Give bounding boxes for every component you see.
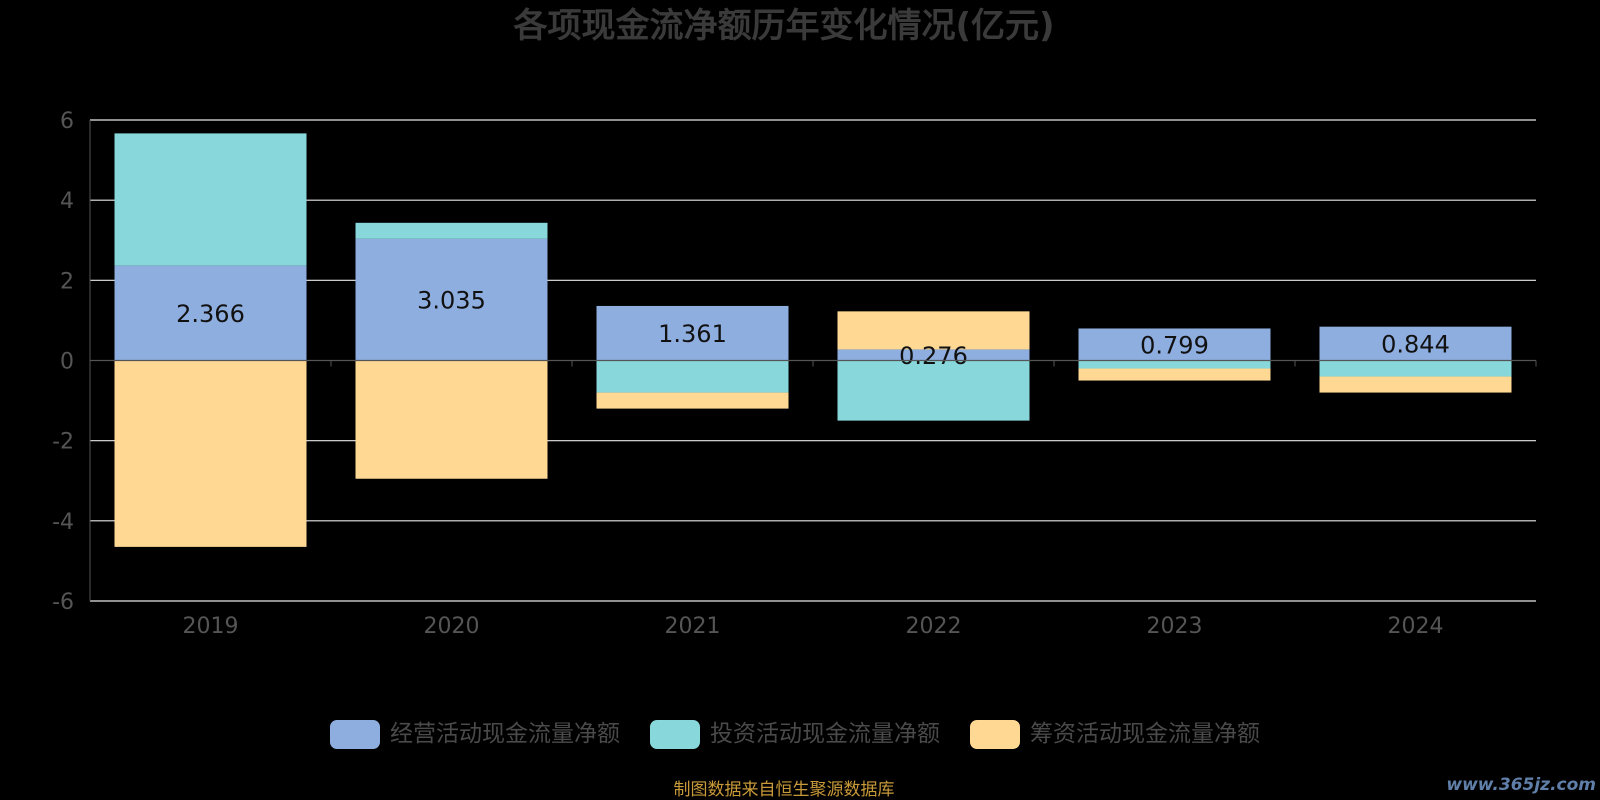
bar-2-2023	[1078, 360, 1271, 369]
data-labels: 2.366 3.035 1.361 0.276 0.799 0.844	[176, 287, 1450, 370]
legend-label: 经营活动现金流量净额	[390, 721, 620, 747]
y-tick-label: 4	[60, 189, 74, 214]
legend-swatch	[330, 720, 380, 749]
bar-3-2021	[596, 392, 789, 409]
bar-1-2021	[596, 305, 789, 361]
y-tick-label: -2	[52, 430, 74, 455]
data-label: 0.799	[1140, 331, 1209, 359]
bar-3-2019	[114, 360, 307, 547]
bar-2-2019	[114, 133, 307, 266]
source-note: 制图数据来自恒生聚源数据库	[674, 780, 895, 800]
y-tick-label: 0	[60, 350, 74, 375]
bar-2-2020	[355, 222, 548, 239]
bar-3-2024	[1319, 376, 1512, 393]
y-tick-label: -6	[52, 590, 74, 615]
data-label: 3.035	[417, 287, 486, 315]
data-label: 0.276	[899, 342, 968, 370]
legend-swatch	[970, 720, 1020, 749]
x-tick-label: 2023	[1147, 614, 1203, 639]
y-tick-label: -4	[52, 510, 74, 535]
x-tick-label: 2021	[665, 614, 721, 639]
bar-2-2022	[837, 360, 1030, 421]
bar-2-2021	[596, 360, 789, 393]
legend-label: 投资活动现金流量净额	[710, 721, 940, 747]
y-tick-label: 2	[60, 269, 74, 294]
data-label: 1.361	[658, 320, 727, 348]
grid-lines	[90, 119, 1536, 602]
bar-3-2022	[837, 311, 1030, 350]
legend-item[interactable]: 筹资活动现金流量净额	[970, 720, 1260, 749]
bar-1-2022	[837, 349, 1030, 361]
watermark: www.365jz.com	[1446, 775, 1596, 795]
x-axis: 2019 2020 2021 2022 2023 2024	[89, 359, 1537, 639]
x-tick-label: 2019	[183, 614, 239, 639]
bar-1-2020	[355, 238, 548, 361]
data-label: 2.366	[176, 300, 245, 328]
bars	[114, 133, 1512, 547]
x-tick-label: 2022	[906, 614, 962, 639]
bar-1-2024	[1319, 326, 1512, 361]
bar-2-2024	[1319, 360, 1512, 377]
bar-3-2023	[1078, 368, 1271, 381]
y-axis: 6 4 2 0 -2 -4 -6	[52, 109, 91, 615]
legend-swatch	[650, 720, 700, 749]
bar-3-2020	[355, 360, 548, 479]
bar-1-2019	[114, 265, 307, 361]
data-label: 0.844	[1381, 331, 1450, 359]
legend-label: 筹资活动现金流量净额	[1030, 721, 1260, 747]
x-tick-label: 2020	[424, 614, 480, 639]
x-tick-label: 2024	[1388, 614, 1444, 639]
legend-item[interactable]: 经营活动现金流量净额	[330, 720, 620, 749]
bar-1-2023	[1078, 328, 1271, 361]
legend: 经营活动现金流量净额 投资活动现金流量净额 筹资活动现金流量净额	[330, 720, 1260, 749]
legend-item[interactable]: 投资活动现金流量净额	[650, 720, 940, 749]
y-tick-label: 6	[60, 109, 74, 134]
chart-title: 各项现金流净额历年变化情况(亿元)	[513, 6, 1054, 46]
